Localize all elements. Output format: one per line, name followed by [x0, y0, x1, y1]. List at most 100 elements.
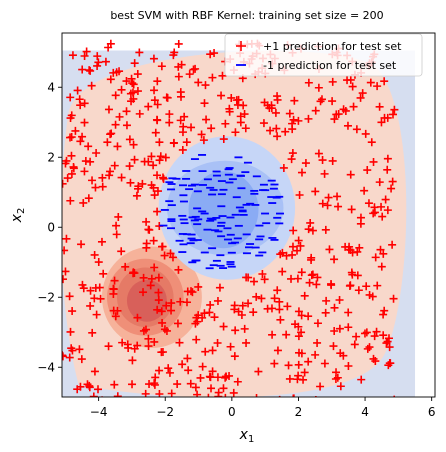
positive-point — [109, 289, 118, 298]
x-axis-label: x1 — [239, 427, 255, 445]
positive-point — [270, 359, 279, 368]
positive-point — [79, 198, 88, 207]
positive-point — [363, 166, 372, 175]
positive-point — [270, 294, 279, 303]
positive-point — [324, 193, 333, 202]
positive-point — [112, 221, 121, 230]
positive-point — [346, 246, 355, 255]
y-tick-label: −2 — [37, 290, 55, 304]
positive-point — [157, 62, 166, 71]
positive-point — [80, 52, 89, 61]
positive-point — [146, 281, 155, 290]
positive-point — [66, 327, 75, 336]
positive-point — [273, 346, 282, 355]
positive-point — [330, 255, 339, 264]
positive-point — [126, 178, 135, 187]
positive-point — [153, 207, 162, 216]
positive-point — [150, 380, 159, 389]
positive-point — [166, 249, 175, 258]
positive-point — [68, 307, 77, 316]
positive-point — [353, 247, 362, 256]
positive-point — [210, 49, 219, 58]
axes-frame — [61, 32, 436, 398]
positive-point — [300, 291, 309, 300]
positive-point — [134, 182, 143, 191]
x-tick-label: −2 — [156, 405, 174, 419]
positive-point — [139, 288, 148, 297]
positive-point — [371, 357, 380, 366]
positive-point — [194, 78, 203, 87]
positive-point — [117, 247, 126, 256]
positive-point — [339, 351, 348, 360]
positive-point — [165, 368, 174, 377]
positive-point — [293, 274, 302, 283]
positive-point — [288, 250, 297, 259]
positive-point — [162, 301, 171, 310]
positive-point — [135, 109, 144, 118]
positive-point — [66, 196, 75, 205]
positive-point — [130, 59, 139, 68]
positive-point — [367, 138, 376, 147]
positive-point — [110, 380, 119, 389]
positive-point — [88, 328, 97, 337]
positive-point — [92, 149, 101, 158]
positive-point — [373, 281, 382, 290]
positive-point — [150, 191, 159, 200]
positive-point — [84, 142, 93, 151]
positive-point — [294, 116, 303, 125]
positive-point — [144, 342, 153, 351]
positive-point — [67, 133, 76, 142]
positive-point — [155, 156, 164, 165]
positive-point — [92, 310, 101, 319]
positive-point — [106, 167, 115, 176]
positive-point — [160, 251, 169, 260]
positive-point — [138, 179, 147, 188]
positive-point — [205, 308, 214, 317]
positive-point — [343, 76, 352, 85]
positive-point — [330, 327, 339, 336]
positive-point — [75, 345, 84, 354]
positive-point — [183, 287, 192, 296]
positive-point — [174, 72, 183, 81]
positive-point — [304, 114, 313, 123]
positive-point — [199, 136, 208, 145]
positive-point — [133, 87, 142, 96]
positive-point — [104, 43, 113, 52]
positive-point — [291, 320, 300, 329]
positive-point — [354, 286, 363, 295]
legend-box — [224, 33, 423, 77]
positive-point — [156, 152, 165, 161]
positive-point — [86, 66, 95, 75]
positive-point — [379, 249, 388, 258]
positive-point — [141, 389, 150, 397]
positive-point — [267, 304, 276, 313]
positive-point — [105, 171, 114, 180]
positive-point — [140, 157, 149, 166]
positive-point — [285, 109, 294, 118]
positive-point — [369, 209, 378, 218]
positive-point — [62, 156, 71, 165]
positive-point — [106, 75, 115, 84]
positive-point — [378, 212, 387, 221]
positive-point — [313, 319, 322, 328]
positive-point — [273, 132, 282, 141]
positive-point — [219, 384, 228, 393]
positive-point — [207, 384, 216, 393]
positive-point — [283, 302, 292, 311]
positive-point — [382, 339, 391, 348]
positive-point — [175, 338, 184, 347]
positive-point — [128, 356, 137, 365]
positive-point — [321, 225, 330, 234]
positive-point — [145, 380, 154, 389]
positive-point — [234, 95, 243, 104]
positive-point — [258, 269, 267, 278]
positive-point — [318, 199, 327, 208]
positive-point — [115, 67, 124, 76]
positive-point — [333, 373, 342, 382]
positive-point — [71, 126, 80, 135]
positive-point — [221, 119, 230, 128]
positive-point — [379, 331, 388, 340]
positive-point — [361, 129, 370, 138]
positive-point — [372, 327, 381, 336]
y-tick-label: 4 — [47, 80, 55, 94]
